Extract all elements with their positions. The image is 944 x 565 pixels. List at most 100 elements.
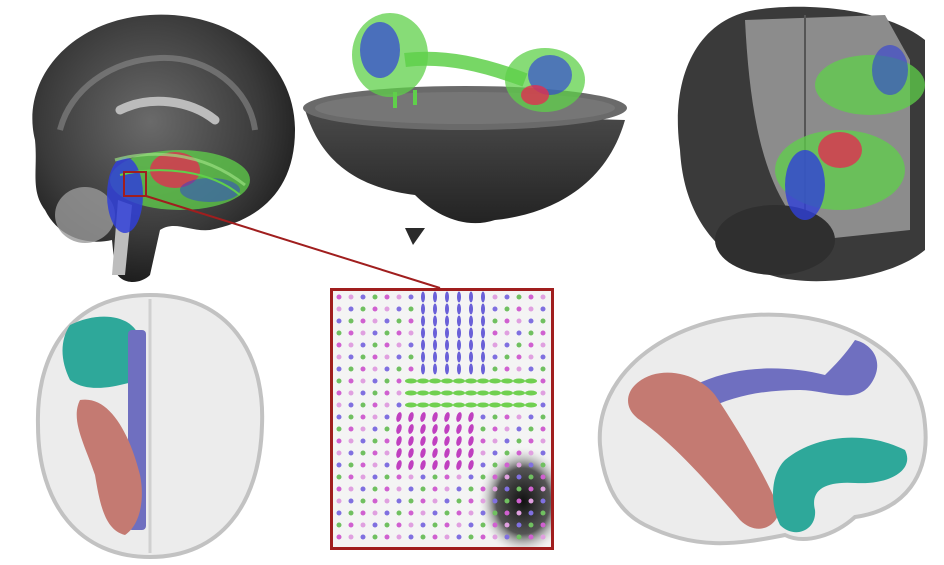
- odf-glyph: [457, 327, 461, 339]
- odf-glyph: [420, 474, 426, 480]
- odf-glyph: [456, 412, 462, 422]
- odf-glyph: [336, 462, 342, 468]
- odf-glyph: [432, 486, 438, 492]
- odf-glyph: [492, 474, 498, 480]
- odf-glyph: [504, 318, 510, 324]
- odf-glyph: [516, 462, 522, 468]
- odf-glyph: [444, 448, 450, 458]
- odf-glyph: [516, 534, 522, 540]
- odf-glyph: [504, 438, 510, 444]
- odf-glyph-zoom-panel: [330, 288, 554, 550]
- odf-glyph: [348, 402, 354, 408]
- odf-glyph: [444, 412, 450, 422]
- odf-glyph: [444, 460, 450, 470]
- odf-glyph: [528, 306, 534, 312]
- tract-salmon: [76, 399, 142, 535]
- odf-glyph: [384, 342, 390, 348]
- odf-glyph: [336, 294, 342, 300]
- odf-glyph: [433, 303, 437, 315]
- odf-glyph: [465, 402, 477, 408]
- odf-glyph: [348, 342, 354, 348]
- odf-glyph: [453, 402, 465, 408]
- odf-glyph: [457, 303, 461, 315]
- odf-glyph: [396, 510, 402, 516]
- odf-glyph: [372, 414, 378, 420]
- odf-glyph: [360, 510, 366, 516]
- odf-glyph: [504, 534, 510, 540]
- odf-glyph: [336, 390, 342, 396]
- odf-glyph: [445, 303, 449, 315]
- lateral-glass-brain-panel: [585, 295, 944, 565]
- odf-glyph: [429, 402, 441, 408]
- odf-glyph: [396, 522, 402, 528]
- odf-glyph: [456, 510, 462, 516]
- odf-glyph: [492, 306, 498, 312]
- odf-glyph: [405, 390, 417, 396]
- odf-glyph: [540, 510, 546, 516]
- odf-glyph: [432, 460, 438, 470]
- odf-glyph: [348, 510, 354, 516]
- odf-glyph: [384, 294, 390, 300]
- odf-glyph: [528, 486, 534, 492]
- odf-glyph: [445, 327, 449, 339]
- odf-glyph: [492, 486, 498, 492]
- odf-glyph: [468, 460, 474, 470]
- odf-glyph: [513, 390, 525, 396]
- odf-glyph: [348, 498, 354, 504]
- odf-glyph: [372, 330, 378, 336]
- odf-glyph: [360, 402, 366, 408]
- odf-glyph: [348, 354, 354, 360]
- odf-glyph: [384, 354, 390, 360]
- odf-glyph: [492, 414, 498, 420]
- odf-glyph: [445, 315, 449, 327]
- odf-glyph: [481, 339, 485, 351]
- odf-glyph: [540, 342, 546, 348]
- odf-glyph: [384, 414, 390, 420]
- odf-glyph: [469, 291, 473, 303]
- odf-glyph: [480, 498, 486, 504]
- odf-glyph: [348, 474, 354, 480]
- odf-glyph: [336, 306, 342, 312]
- odf-glyph: [408, 510, 414, 516]
- odf-glyph: [513, 402, 525, 408]
- odf-glyph: [492, 318, 498, 324]
- odf-glyph: [408, 330, 414, 336]
- odf-glyph: [540, 486, 546, 492]
- odf-glyph: [372, 522, 378, 528]
- odf-glyph: [528, 294, 534, 300]
- odf-glyph: [492, 342, 498, 348]
- odf-glyph: [408, 522, 414, 528]
- odf-glyph: [457, 339, 461, 351]
- odf-glyph: [396, 318, 402, 324]
- odf-glyph: [481, 303, 485, 315]
- odf-glyph: [540, 318, 546, 324]
- odf-glyph: [492, 366, 498, 372]
- odf-glyph: [336, 342, 342, 348]
- odf-glyph: [384, 510, 390, 516]
- odf-glyph: [372, 426, 378, 432]
- odf-glyph: [516, 330, 522, 336]
- odf-glyph: [516, 426, 522, 432]
- odf-glyph: [360, 354, 366, 360]
- odf-glyph: [456, 474, 462, 480]
- odf-glyph: [528, 462, 534, 468]
- cerebellum: [715, 205, 835, 275]
- odf-glyph: [360, 450, 366, 456]
- odf-glyph: [408, 460, 414, 470]
- odf-glyph: [420, 424, 426, 434]
- odf-glyph: [489, 402, 501, 408]
- odf-glyph: [384, 498, 390, 504]
- odf-glyph: [492, 498, 498, 504]
- odf-glyph: [360, 414, 366, 420]
- odf-glyph: [513, 378, 525, 384]
- axial-cut-brain-panel: [295, 0, 655, 250]
- odf-glyph: [480, 414, 486, 420]
- odf-glyph: [348, 294, 354, 300]
- odf-glyph: [421, 291, 425, 303]
- odf-glyph: [480, 486, 486, 492]
- odf-glyph: [372, 342, 378, 348]
- odf-glyph: [465, 378, 477, 384]
- odf-glyph: [372, 402, 378, 408]
- sagittal-brain-image: [32, 14, 295, 282]
- odf-glyph: [384, 318, 390, 324]
